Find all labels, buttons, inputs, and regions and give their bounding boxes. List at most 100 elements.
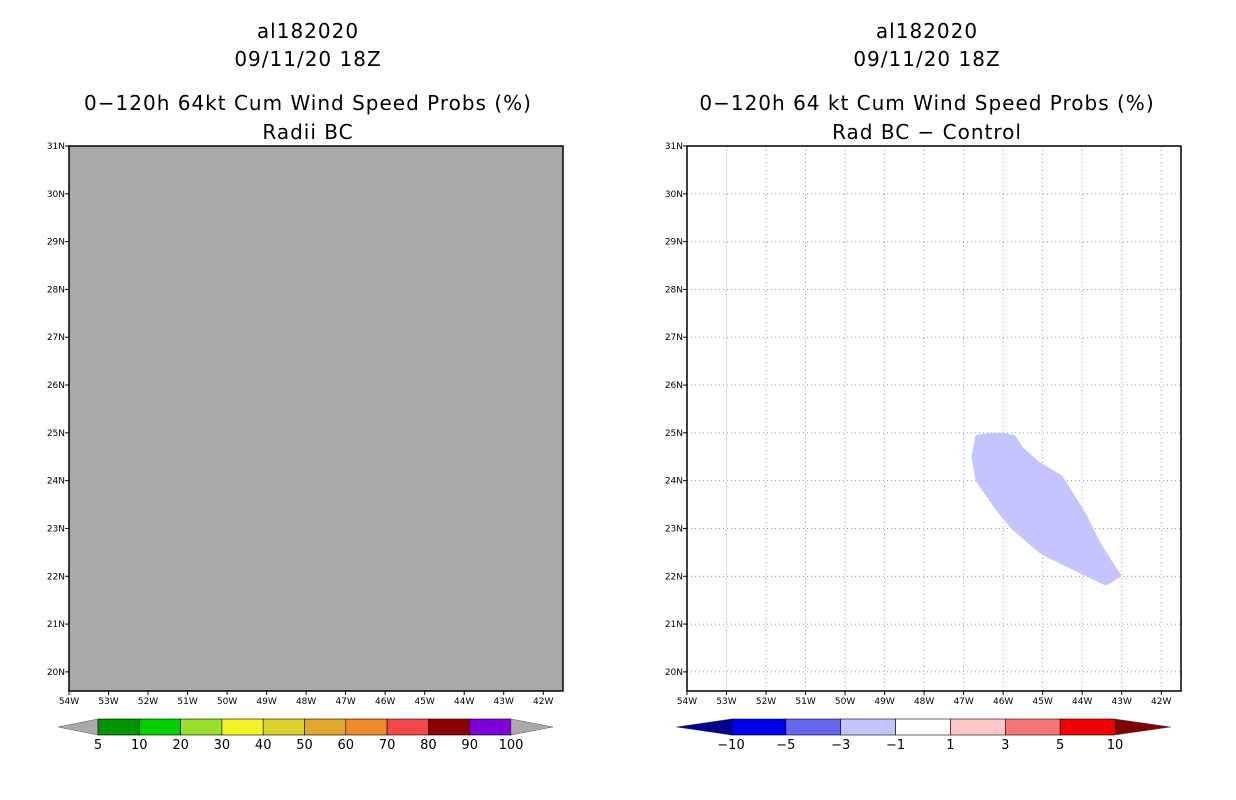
colorbar-label-4: 1: [946, 738, 954, 753]
colorbar-label-10: 100: [499, 738, 524, 753]
y-tick-label-6: 26N: [47, 381, 65, 391]
diff-title-line-1: al182020: [876, 19, 978, 43]
colorbar-arrow-low: [57, 718, 99, 736]
x-tick-label-12: 42W: [1151, 697, 1171, 707]
radii-title-line-4: Radii BC: [262, 120, 353, 144]
x-tick-label-9: 45W: [1033, 697, 1053, 707]
colorbar-swatch-9: [469, 718, 512, 736]
radii-title-line-3: 0−120h 64kt Cum Wind Speed Probs (%): [84, 91, 532, 115]
radii-colorbar: 5 10 20 30 40 50 60 70 80 90 100: [57, 718, 554, 753]
colorbar-swatch-1: [139, 718, 181, 736]
x-tick-label-0: 54W: [677, 697, 697, 707]
panel-radii: al182020 09/11/20 18Z 0−120h 64kt Cum Wi…: [47, 19, 564, 753]
colorbar-swatch-2: [840, 718, 896, 736]
colorbar-label-3: 30: [214, 738, 231, 753]
y-tick-label-4: 24N: [47, 477, 65, 487]
colorbar-swatch-8: [428, 718, 470, 736]
y-tick-label-11: 31N: [665, 142, 683, 152]
x-tick-label-2: 52W: [138, 697, 158, 707]
colorbar-label-0: −10: [717, 738, 744, 753]
y-tick-label-2: 22N: [665, 572, 683, 582]
colorbar-label-1: 10: [131, 738, 148, 753]
y-tick-label-8: 28N: [47, 285, 65, 295]
x-tick-label-8: 46W: [993, 697, 1013, 707]
diff-title-line-3: 0−120h 64 kt Cum Wind Speed Probs (%): [699, 91, 1154, 115]
y-tick-label-9: 29N: [665, 238, 683, 248]
colorbar-swatch-4: [262, 718, 305, 736]
diff-title-line-2: 09/11/20 18Z: [853, 47, 1000, 71]
colorbar-swatch-5: [304, 718, 347, 736]
colorbar-label-2: −3: [831, 738, 850, 753]
y-tick-label-7: 27N: [665, 333, 683, 343]
colorbar-label-0: 5: [94, 738, 102, 753]
colorbar-swatch-6: [345, 718, 388, 736]
x-tick-label-7: 47W: [953, 697, 973, 707]
y-tick-label-10: 30N: [665, 190, 683, 200]
colorbar-arrow-high: [1114, 718, 1172, 736]
x-tick-label-0: 54W: [59, 697, 79, 707]
y-tick-label-9: 29N: [47, 238, 65, 248]
colorbar-label-4: 40: [255, 738, 272, 753]
colorbar-label-3: −1: [886, 738, 905, 753]
colorbar-label-6: 5: [1056, 738, 1064, 753]
colorbar-arrow-high: [510, 718, 554, 736]
colorbar-label-5: 3: [1001, 738, 1009, 753]
x-tick-label-11: 43W: [1112, 697, 1132, 707]
diff-axis-ticks: 54W 53W 52W 51W 50W 49W 48W 47W 46W 45W 44W 43W 42W 2…: [665, 142, 1172, 707]
contour-region-0: [971, 432, 1122, 586]
colorbar-label-6: 60: [338, 738, 355, 753]
y-tick-label-1: 21N: [47, 620, 65, 630]
colorbar-swatch-3: [895, 718, 951, 736]
colorbar-swatch-2: [180, 718, 223, 736]
y-tick-label-6: 26N: [665, 381, 683, 391]
colorbar-label-1: −5: [776, 738, 795, 753]
x-tick-label-6: 48W: [914, 697, 934, 707]
diff-plot-frame: [686, 145, 1182, 692]
x-tick-label-6: 48W: [296, 697, 316, 707]
diff-plot-area: [687, 146, 1181, 691]
colorbar-label-8: 80: [420, 738, 437, 753]
colorbar-swatch-0: [730, 718, 787, 736]
colorbar-label-7: 10: [1107, 738, 1124, 753]
colorbar-label-2: 20: [172, 738, 189, 753]
x-tick-label-5: 49W: [874, 697, 894, 707]
colorbar-swatch-6: [1059, 718, 1116, 736]
y-tick-label-8: 28N: [665, 285, 683, 295]
radii-axis-ticks: 54W 53W 52W 51W 50W 49W 48W 47W 46W 45W 44W 43W 42W 2…: [47, 142, 554, 707]
x-tick-label-1: 53W: [716, 697, 736, 707]
x-tick-label-5: 49W: [256, 697, 276, 707]
x-tick-label-2: 52W: [756, 697, 776, 707]
diff-colorbar: −10 −5 −3 −1 1 3 5 10: [675, 718, 1172, 753]
radii-plot-area: [68, 145, 564, 692]
y-tick-label-3: 23N: [665, 524, 683, 534]
x-tick-label-4: 50W: [217, 697, 237, 707]
y-tick-label-0: 20N: [665, 668, 683, 678]
diff-gridlines: [687, 146, 1181, 691]
y-tick-label-7: 27N: [47, 333, 65, 343]
x-tick-label-10: 44W: [454, 697, 474, 707]
x-tick-label-1: 53W: [98, 697, 118, 707]
y-tick-label-4: 24N: [665, 477, 683, 487]
x-tick-label-12: 42W: [533, 697, 553, 707]
x-tick-label-11: 43W: [494, 697, 514, 707]
colorbar-swatch-4: [950, 718, 1006, 736]
y-tick-label-2: 22N: [47, 572, 65, 582]
colorbar-label-9: 90: [461, 738, 478, 753]
diff-contours: [971, 432, 1122, 586]
colorbar-label-5: 50: [296, 738, 313, 753]
y-tick-label-3: 23N: [47, 524, 65, 534]
y-tick-label-5: 25N: [47, 429, 65, 439]
x-tick-label-4: 50W: [835, 697, 855, 707]
colorbar-swatch-0: [97, 718, 140, 736]
x-tick-label-9: 45W: [415, 697, 435, 707]
colorbar-swatch-1: [785, 718, 842, 736]
x-tick-label-7: 47W: [335, 697, 355, 707]
y-tick-label-10: 30N: [47, 190, 65, 200]
panel-diff: al182020 09/11/20 18Z 0−120h 64 kt Cum W…: [665, 19, 1182, 753]
colorbar-arrow-low: [675, 718, 732, 736]
x-tick-label-8: 46W: [375, 697, 395, 707]
y-tick-label-11: 31N: [47, 142, 65, 152]
x-tick-label-10: 44W: [1072, 697, 1092, 707]
colorbar-swatch-5: [1004, 718, 1061, 736]
